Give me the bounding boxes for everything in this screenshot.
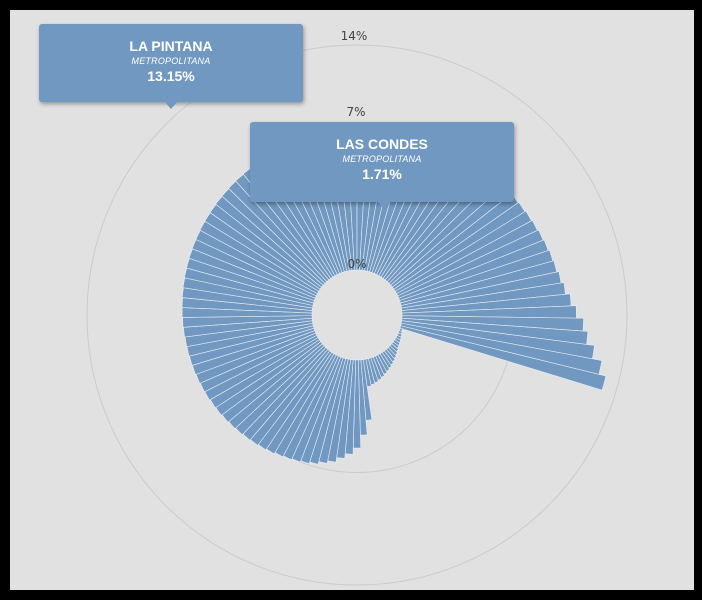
tooltip-region: METROPOLITANA <box>342 154 422 164</box>
tooltip-las-condes: LAS CONDES METROPOLITANA 1.71% <box>250 122 514 209</box>
chart-area: 14% 7% 0% LA PINTANA METROPOLITANA 13.15… <box>10 10 694 590</box>
bar[interactable] <box>399 325 607 391</box>
tooltip-region: METROPOLITANA <box>131 56 211 66</box>
tooltip-value: 13.15% <box>147 68 195 84</box>
tooltip-name: LA PINTANA <box>129 38 213 54</box>
tooltip-pointer <box>378 202 390 209</box>
tooltip-la-pintana: LA PINTANA METROPOLITANA 13.15% <box>39 24 303 109</box>
grid-ring <box>86 44 628 586</box>
tooltip-pointer <box>165 102 177 109</box>
bar[interactable] <box>363 358 372 388</box>
ring-label-0: 0% <box>347 257 366 271</box>
ring-label-7: 7% <box>346 105 365 119</box>
tooltip-name: LAS CONDES <box>336 136 428 152</box>
ring-label-14: 14% <box>341 29 368 43</box>
tooltip-value: 1.71% <box>362 166 402 182</box>
